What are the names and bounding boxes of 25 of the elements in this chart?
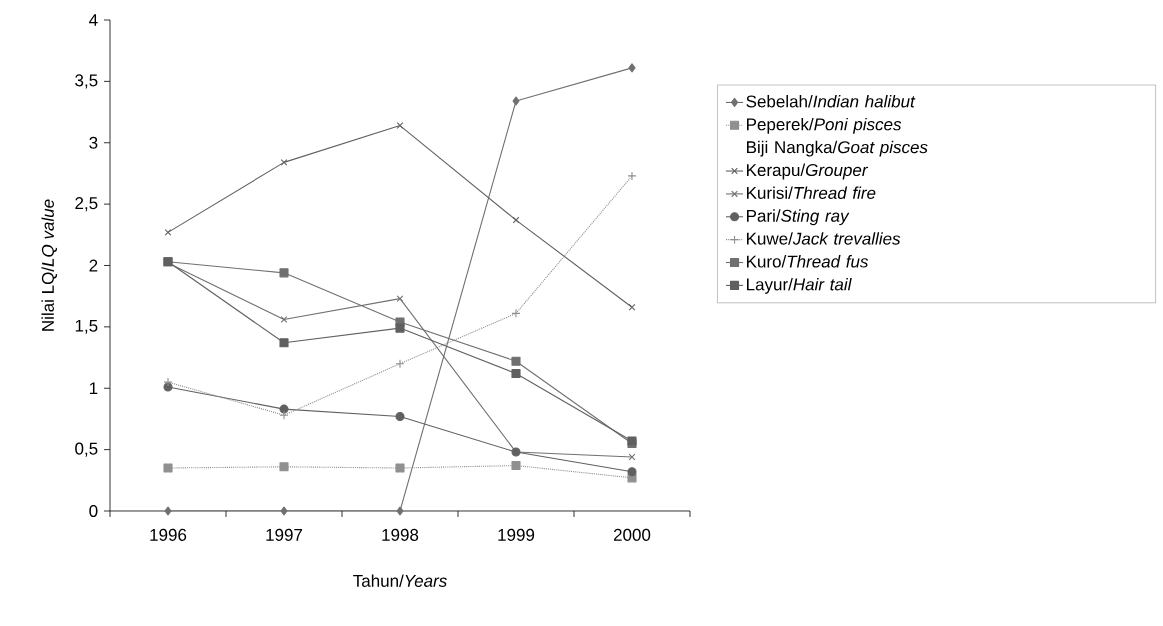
y-tick-label: 2,5 [75, 197, 98, 212]
y-tick-label: 2 [89, 259, 98, 272]
legend-label: Kerapu/Grouper [747, 163, 869, 180]
x-tick-label: 1999 [498, 528, 535, 541]
legend-label: Kurisi/Thread fire [747, 186, 876, 199]
y-tick-label: 1,5 [75, 319, 98, 334]
y-tick-label: 3 [89, 136, 98, 149]
legend-label: Peperek/Poni pisces [747, 117, 902, 134]
x-tick-label: 1996 [150, 528, 187, 541]
x-tick-label: 1998 [382, 528, 419, 541]
y-tick-label: 0 [89, 504, 98, 518]
legend-label: Pari/Sting ray [747, 209, 850, 226]
legend-label: Sebelah/Indian halibut [746, 95, 916, 108]
y-tick-label: 1 [89, 382, 98, 395]
legend-label: Layur/Hair tail [747, 277, 852, 294]
x-tick-label: 1997 [266, 528, 303, 541]
text: Biji Nangka/Goat pisces [747, 140, 928, 157]
y-axis-title: Nilai LQ/LQ value [41, 199, 57, 331]
y-tick-label: 4 [89, 14, 98, 26]
x-tick-label: 2000 [613, 528, 651, 541]
legend-label: Kuro/Thread fus [747, 255, 869, 268]
legend-label: Kuwe/Jack trevallies [747, 232, 901, 245]
y-tick-label: 3,5 [75, 74, 98, 89]
x-axis-title: Tahun/Years [353, 574, 447, 587]
y-tick-label: 0,5 [75, 442, 98, 457]
